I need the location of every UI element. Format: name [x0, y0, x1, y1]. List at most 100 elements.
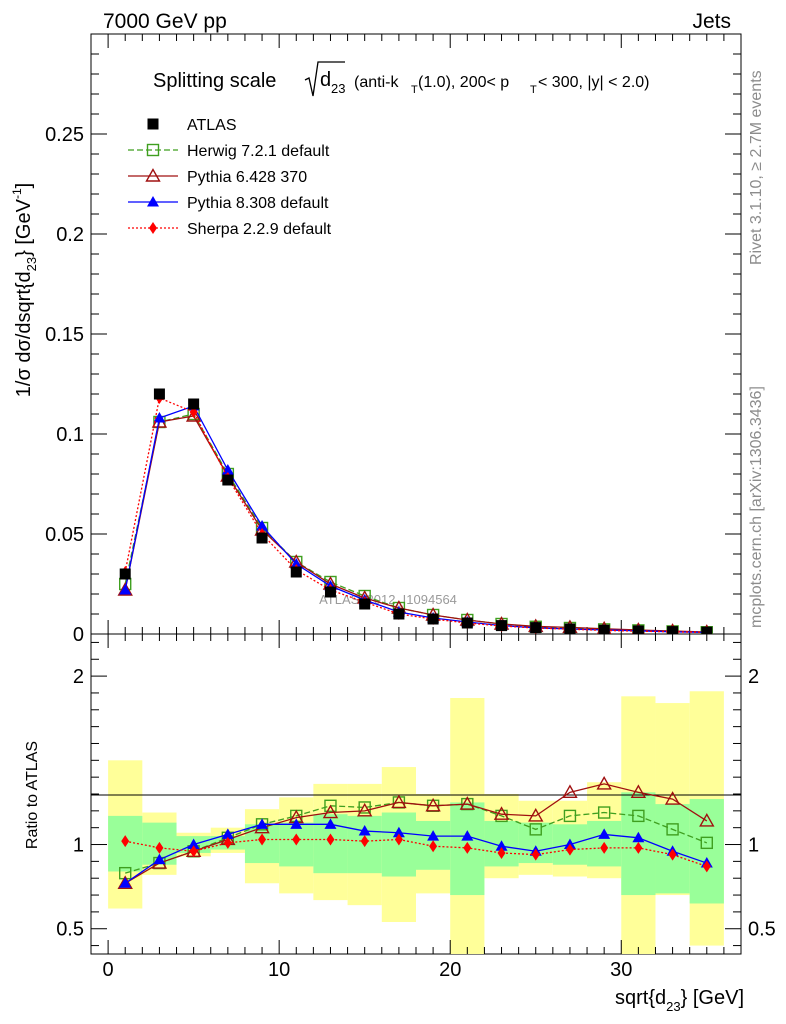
upper-y-tick-label: 0.1	[56, 424, 84, 446]
ratio-point-pythia-8-308-default	[221, 828, 234, 839]
ylabel-part-a: 1/σ dσ/dsqrt{d	[13, 271, 35, 397]
upper-point-atlas	[324, 586, 336, 598]
upper-y-tick-label: 0	[73, 624, 84, 646]
ratio-point-pythia-8-308-default	[427, 830, 440, 841]
ratio-point-sherpa-2-2-9-default	[429, 840, 438, 853]
rivet-version-text: Rivet 3.1.10, ≥ 2.7M events	[748, 70, 765, 265]
title-paren-2: (1.0), 200< p	[418, 74, 509, 91]
upper-point-atlas	[701, 626, 713, 634]
ratio-point-pythia-6-428-370	[322, 804, 339, 819]
ratio-point-pythia-8-308-default	[119, 877, 132, 888]
x-tick-label: 20	[439, 959, 461, 981]
upper-line-pythia-6-428-370	[124, 415, 707, 633]
upper-y-tick-label: 0.05	[45, 524, 84, 546]
lower-series-group	[117, 775, 715, 889]
upper-point-atlas	[496, 620, 508, 632]
ratio-point-pythia-8-308-default	[461, 830, 474, 841]
title-k-sub: T	[411, 84, 418, 96]
svg-text:sqrt{d23} [GeV]: sqrt{d23} [GeV]	[615, 987, 744, 1014]
ratio-point-herwig-7-2-1-default	[529, 823, 542, 836]
ratio-point-pythia-6-428-370	[664, 791, 681, 805]
x-tick-label: 30	[610, 959, 632, 981]
ratio-point-herwig-7-2-1-default	[597, 806, 611, 819]
plot-title: Splitting scale d 23 (anti-k T (1.0), 20…	[153, 61, 650, 97]
header-right: Jets	[692, 10, 731, 33]
title-symbol: d	[320, 69, 331, 91]
upper-point-atlas	[153, 388, 165, 400]
ratio-point-herwig-7-2-1-default	[563, 809, 577, 823]
ratio-point-sherpa-2-2-9-default	[702, 860, 711, 873]
lower-y-axis-label: Ratio to ATLAS	[24, 741, 41, 849]
upper-point-atlas	[359, 598, 371, 610]
mcplots-reference-text: mcplots.cern.ch [arXiv:1306.3436]	[748, 386, 765, 628]
legend-marker-atlas	[147, 118, 159, 130]
ratio-point-sherpa-2-2-9-default	[189, 845, 198, 858]
ylabel-part-c: ]	[13, 183, 35, 189]
upper-point-atlas	[632, 625, 644, 634]
ratio-point-sherpa-2-2-9-default	[531, 848, 540, 861]
ratio-point-herwig-7-2-1-default	[632, 809, 645, 823]
upper-point-atlas	[256, 532, 268, 544]
ratio-point-pythia-6-428-370	[459, 796, 476, 810]
x-tick-label: 0	[103, 959, 114, 981]
upper-point-atlas	[290, 566, 302, 578]
ratio-point-pythia-6-428-370	[117, 875, 133, 889]
ratio-point-pythia-6-428-370	[562, 784, 578, 799]
title-p-sub: T	[530, 84, 537, 96]
ratio-line-sherpa-2-2-9-default	[125, 838, 708, 868]
upper-point-pythia-8-308-default	[119, 584, 132, 595]
ratio-point-pythia-6-428-370	[699, 813, 715, 827]
inner-band-bin	[689, 799, 724, 904]
legend-marker-herwig-7-2-1-default	[146, 143, 160, 157]
lower-y-tick-label: 2	[73, 666, 84, 688]
ratio-line-pythia-6-428-370	[124, 783, 708, 884]
ratio-point-herwig-7-2-1-default	[324, 799, 337, 812]
legend-label-pythia-8-308-default: Pythia 8.308 default	[187, 195, 329, 212]
legend: ATLAS Herwig 7.2.1 default Pythia 6.428 37…	[128, 117, 332, 238]
ratio-point-sherpa-2-2-9-default	[121, 835, 130, 848]
ratio-point-pythia-8-308-default	[495, 840, 508, 851]
upper-line-sherpa-2-2-9-default	[124, 397, 707, 634]
ratio-point-pythia-8-308-default	[153, 853, 166, 865]
lower-y-tick-label-right: 1	[748, 835, 759, 857]
ratio-point-sherpa-2-2-9-default	[565, 843, 574, 856]
legend-label-sherpa-2-2-9-default: Sherpa 2.2.9 default	[187, 221, 332, 238]
xlabel-part-a: sqrt{d	[615, 987, 666, 1009]
upper-point-atlas	[667, 626, 679, 634]
lower-y-tick-label-right: 2	[748, 666, 759, 688]
ratio-point-pythia-8-308-default	[598, 828, 611, 839]
upper-point-pythia-8-308-default	[290, 558, 303, 569]
legend-marker-sherpa-2-2-9-default	[149, 222, 157, 234]
ratio-point-pythia-6-428-370	[356, 802, 373, 817]
ratio-point-pythia-8-308-default	[324, 818, 337, 829]
ratio-point-pythia-6-428-370	[391, 794, 407, 809]
ratio-point-pythia-6-428-370	[493, 806, 510, 820]
upper-point-atlas	[188, 398, 200, 410]
ratio-point-sherpa-2-2-9-default	[155, 841, 164, 854]
lower-y-tick-label: 1	[73, 835, 84, 857]
ratio-point-sherpa-2-2-9-default	[668, 848, 677, 861]
upper-point-atlas	[393, 608, 405, 620]
ratio-point-pythia-8-308-default	[290, 818, 303, 829]
lower-y-tick-label: 0.5	[56, 919, 84, 941]
ratio-point-sherpa-2-2-9-default	[326, 833, 335, 846]
ratio-point-sherpa-2-2-9-default	[360, 835, 369, 848]
ratio-point-sherpa-2-2-9-default	[600, 841, 609, 854]
legend-marker-pythia-8-308-default	[147, 196, 159, 207]
x-axis-label: sqrt{d23} [GeV]	[615, 987, 744, 1014]
header-left: 7000 GeV pp	[103, 10, 227, 33]
upper-point-atlas	[119, 568, 131, 580]
ratio-point-sherpa-2-2-9-default	[223, 836, 232, 849]
ratio-point-pythia-6-428-370	[596, 775, 612, 790]
ratio-point-herwig-7-2-1-default	[666, 823, 679, 836]
upper-point-atlas	[427, 613, 439, 625]
ratio-point-pythia-8-308-default	[187, 838, 200, 850]
ratio-point-herwig-7-2-1-default	[700, 836, 713, 850]
ratio-point-pythia-8-308-default	[358, 825, 371, 836]
ratio-point-pythia-6-428-370	[528, 807, 544, 822]
ratio-point-herwig-7-2-1-default	[358, 801, 371, 814]
upper-point-pythia-6-428-370	[185, 408, 202, 422]
ratio-point-sherpa-2-2-9-default	[497, 846, 506, 859]
x-tick-label: 10	[268, 959, 290, 981]
